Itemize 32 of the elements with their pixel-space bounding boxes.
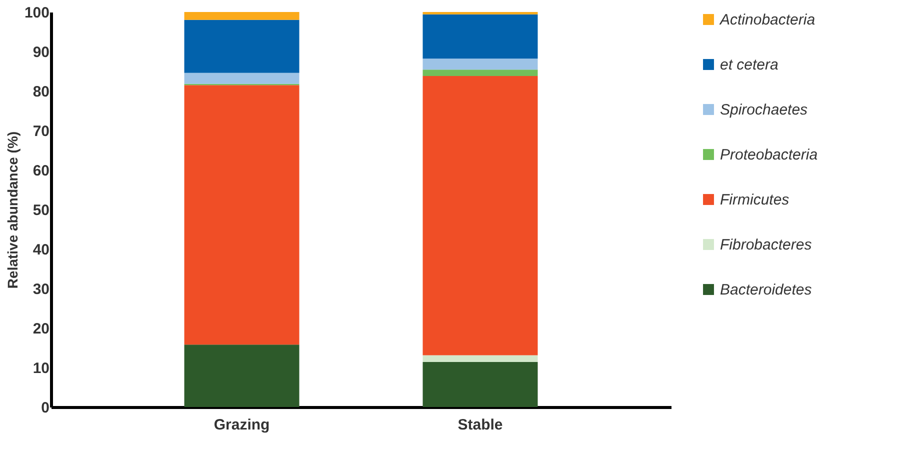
bar xyxy=(422,76,538,356)
y-tick-label: 50 xyxy=(32,202,50,219)
x-tick-label: Stable xyxy=(458,416,503,434)
y-tick-label: 70 xyxy=(32,123,50,140)
bar xyxy=(422,58,538,70)
bar xyxy=(422,362,538,407)
legend-label: Bacteroidetes xyxy=(720,282,812,298)
legend-label: Firmicutes xyxy=(720,192,790,208)
bar xyxy=(184,85,300,345)
legend-label: Actinobacteria xyxy=(719,12,816,28)
bar xyxy=(422,14,538,59)
legend-label: Proteobacteria xyxy=(720,146,818,164)
y-tick-label: 10 xyxy=(32,360,50,377)
legend-label: et cetera xyxy=(720,56,778,74)
y-tick-label: 20 xyxy=(32,320,50,338)
y-axis-title: Relative abundance (%) xyxy=(4,131,20,289)
bar xyxy=(184,12,300,20)
bar xyxy=(184,344,300,407)
bar xyxy=(422,70,538,76)
legend-label: Spirochaetes xyxy=(720,102,808,118)
legend-label: Fibrobacteres xyxy=(720,236,812,254)
y-tick-label: 90 xyxy=(32,44,50,61)
y-tick-label: 40 xyxy=(32,242,50,258)
y-tick-label: 80 xyxy=(32,84,50,100)
x-tick-label: Grazing xyxy=(214,416,270,434)
bar xyxy=(184,72,300,84)
y-tick-label: 0 xyxy=(41,400,50,416)
y-tick-label: 30 xyxy=(32,281,50,298)
bar xyxy=(422,355,538,362)
bar xyxy=(184,20,300,73)
y-tick-label: 100 xyxy=(24,4,50,22)
y-tick-label: 60 xyxy=(32,162,50,180)
